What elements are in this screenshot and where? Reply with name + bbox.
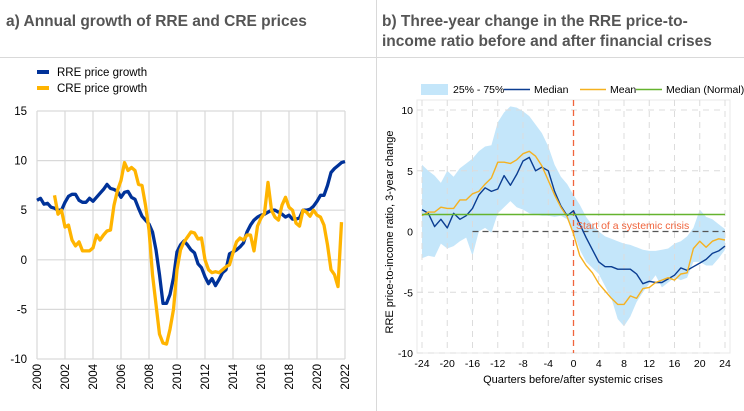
chart-b-y-ticks: 10 5 0 -5 -10 bbox=[398, 105, 413, 360]
chart-a-legend: RRE price growth CRE price growth bbox=[37, 67, 147, 95]
x-tick-label: 2002 bbox=[60, 364, 72, 390]
chart-a-x-ticks: 2000 2002 2004 2006 2008 2010 2012 2014 2016 2018… bbox=[32, 363, 352, 389]
y-tick-label: 5 bbox=[21, 205, 27, 217]
y-tick-label: -10 bbox=[398, 348, 413, 360]
x-tick-label: 2022 bbox=[340, 364, 352, 390]
chart-b-y-axis-label: RRE price-to-income ratio, 3-year change bbox=[384, 131, 396, 334]
y-tick-label: -10 bbox=[10, 354, 27, 366]
plot-frame bbox=[416, 99, 731, 354]
chart-a: 15 10 5 0 -5 -10 2000 2002 2004 2006 2008 2010 2012… bbox=[10, 67, 352, 390]
panel-b-title-line2: income ratio before and after financial … bbox=[382, 33, 712, 50]
x-tick-label: 2000 bbox=[32, 364, 44, 390]
x-tick-label: 2006 bbox=[116, 364, 128, 390]
x-tick-label: 2014 bbox=[228, 363, 240, 389]
panel-b-title: b) Three-year change in the RRE price-to… bbox=[382, 12, 712, 52]
x-tick-label: -24 bbox=[414, 358, 429, 370]
legend-label: Median bbox=[534, 84, 569, 96]
panel-a-divider bbox=[0, 57, 376, 58]
chart-a-lines bbox=[36, 160, 346, 346]
x-tick-label: 16 bbox=[669, 358, 681, 370]
chart-b-x-ticks: -24 -20 -16 -12 -8 -4 0 4 8 12 16 20 24 bbox=[414, 358, 731, 370]
y-tick-label: 15 bbox=[14, 106, 27, 118]
chart-b-grid bbox=[416, 99, 731, 354]
x-tick-label: 2012 bbox=[200, 364, 212, 390]
y-tick-label: -5 bbox=[17, 304, 27, 316]
x-tick-label: 2016 bbox=[256, 364, 268, 390]
x-tick-label: -8 bbox=[518, 358, 527, 370]
x-tick-label: 8 bbox=[621, 358, 627, 370]
y-tick-label: 0 bbox=[21, 255, 27, 267]
panel-b-title-line1: b) Three-year change in the RRE price-to… bbox=[382, 13, 688, 30]
x-tick-label: 2020 bbox=[312, 364, 324, 390]
legend-label: Median (Normal) bbox=[666, 84, 744, 96]
legend-swatch bbox=[37, 70, 49, 74]
chart-b-lines bbox=[421, 150, 726, 306]
panel-separator bbox=[376, 0, 377, 411]
x-tick-label: 20 bbox=[694, 358, 706, 370]
legend-label-band: 25% - 75% bbox=[453, 84, 504, 96]
mean-line bbox=[421, 150, 726, 306]
panel-b-divider bbox=[377, 57, 744, 58]
panel-a-title: a) Annual growth of RRE and CRE prices bbox=[6, 13, 307, 30]
x-tick-label: 2004 bbox=[88, 363, 100, 389]
median-line bbox=[421, 156, 726, 285]
y-tick-label: 5 bbox=[407, 166, 413, 178]
legend-swatch bbox=[37, 86, 49, 90]
legend-label: Mean bbox=[610, 84, 636, 96]
x-tick-label: 0 bbox=[571, 358, 577, 370]
x-tick-label: -20 bbox=[440, 358, 455, 370]
chart-b-x-axis-label: Quarters before/after systemic crises bbox=[483, 374, 663, 386]
chart-b-legend: 25% - 75% Median Mean Median (Normal) bbox=[421, 84, 744, 96]
y-tick-label: -5 bbox=[404, 287, 413, 299]
x-tick-label: 2018 bbox=[284, 364, 296, 390]
x-tick-label: 2008 bbox=[144, 364, 156, 390]
x-tick-label: 2010 bbox=[172, 364, 184, 390]
crisis-annotation: Start of a systemic crisis bbox=[576, 220, 689, 232]
x-tick-label: -4 bbox=[544, 358, 553, 370]
chart-a-grid bbox=[36, 110, 346, 360]
chart-a-y-ticks: 15 10 5 0 -5 -10 bbox=[10, 106, 27, 366]
x-tick-label: 4 bbox=[596, 358, 602, 370]
y-tick-label: 10 bbox=[401, 105, 413, 117]
y-tick-label: 0 bbox=[407, 227, 413, 239]
x-tick-label: 12 bbox=[643, 358, 655, 370]
y-tick-label: 10 bbox=[14, 156, 27, 168]
chart-b-band bbox=[422, 106, 725, 327]
x-tick-label: 24 bbox=[719, 358, 731, 370]
cre-price-growth-line bbox=[52, 160, 344, 346]
legend-label: RRE price growth bbox=[57, 67, 147, 79]
x-tick-label: -16 bbox=[465, 358, 480, 370]
interquartile-band bbox=[422, 106, 725, 327]
legend-swatch-band bbox=[421, 84, 448, 95]
legend-label: CRE price growth bbox=[57, 83, 147, 95]
x-tick-label: -12 bbox=[490, 358, 505, 370]
